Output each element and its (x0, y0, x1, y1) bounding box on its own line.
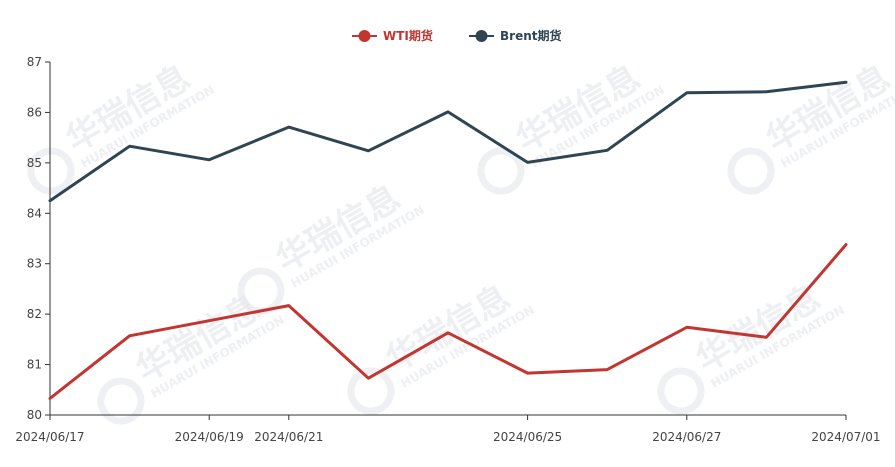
x-tick-label: 2024/07/01 (811, 430, 880, 444)
y-tick-label: 83 (27, 257, 42, 271)
x-tick-label: 2024/06/25 (493, 430, 562, 444)
y-tick-label: 86 (27, 105, 42, 119)
series-layer (48, 80, 848, 400)
legend-label: Brent期货 (500, 28, 561, 43)
watermark-logo (727, 147, 775, 195)
series-line-0 (48, 243, 848, 400)
watermark-logo (657, 367, 705, 415)
y-axis: 80 81 82 83 84 85 86 87 (27, 55, 51, 422)
x-axis: 2024/06/17 2024/06/19 2024/06/21 2024/06/25… (15, 414, 881, 444)
x-tick-label: 2024/06/17 (15, 430, 84, 444)
watermark-logo (347, 367, 395, 415)
x-tick-label: 2024/06/27 (652, 430, 721, 444)
y-tick-label: 85 (27, 156, 42, 170)
y-tick-label: 80 (27, 408, 42, 422)
legend-dot-icon (358, 30, 371, 42)
x-tick-label: 2024/06/21 (254, 430, 323, 444)
legend: WTI期货 Brent期货 (352, 28, 561, 43)
watermark-logo (27, 147, 75, 195)
watermark-logo (97, 377, 145, 425)
y-tick-label: 87 (27, 55, 42, 69)
legend-dot-icon (475, 30, 488, 42)
series-line-1 (48, 80, 848, 203)
y-tick-label: 84 (27, 206, 42, 220)
legend-label: WTI期货 (383, 28, 433, 43)
legend-item-0: WTI期货 (352, 28, 433, 43)
y-tick-label: 82 (27, 307, 42, 321)
watermark-logo (477, 147, 525, 195)
y-tick-label: 81 (27, 358, 42, 372)
x-tick-label: 2024/06/19 (175, 430, 244, 444)
legend-item-1: Brent期货 (469, 28, 561, 43)
